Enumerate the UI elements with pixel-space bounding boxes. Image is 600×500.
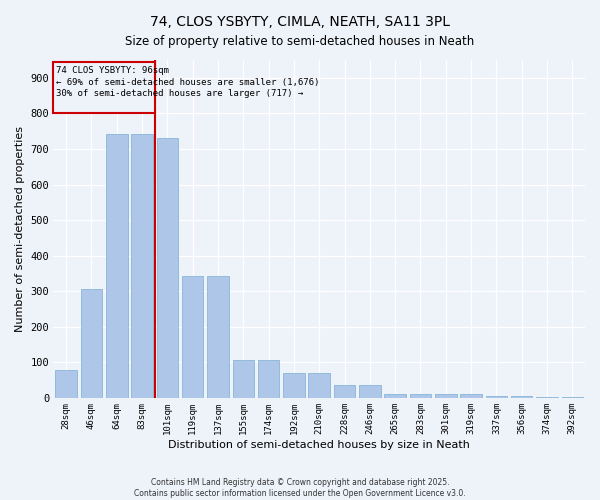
Bar <box>207 276 229 398</box>
Text: 30% of semi-detached houses are larger (717) →: 30% of semi-detached houses are larger (… <box>56 89 303 98</box>
Text: Size of property relative to semi-detached houses in Neath: Size of property relative to semi-detach… <box>125 35 475 48</box>
Bar <box>562 397 583 398</box>
Bar <box>536 397 558 398</box>
Bar <box>283 373 305 398</box>
Bar <box>435 394 457 398</box>
Text: ← 69% of semi-detached houses are smaller (1,676): ← 69% of semi-detached houses are smalle… <box>56 78 319 86</box>
Bar <box>233 360 254 398</box>
Bar <box>258 360 280 398</box>
Bar <box>359 385 380 398</box>
FancyBboxPatch shape <box>53 62 155 114</box>
Bar <box>385 394 406 398</box>
Bar <box>410 394 431 398</box>
Bar <box>308 373 330 398</box>
Bar <box>334 385 355 398</box>
Bar <box>80 289 102 398</box>
Text: 74, CLOS YSBYTY, CIMLA, NEATH, SA11 3PL: 74, CLOS YSBYTY, CIMLA, NEATH, SA11 3PL <box>150 15 450 29</box>
Bar <box>106 134 128 398</box>
Bar <box>131 134 153 398</box>
Bar <box>55 370 77 398</box>
Bar <box>157 138 178 398</box>
Y-axis label: Number of semi-detached properties: Number of semi-detached properties <box>15 126 25 332</box>
Bar <box>511 396 532 398</box>
Bar <box>182 276 203 398</box>
Bar <box>460 394 482 398</box>
Text: 74 CLOS YSBYTY: 96sqm: 74 CLOS YSBYTY: 96sqm <box>56 66 169 75</box>
X-axis label: Distribution of semi-detached houses by size in Neath: Distribution of semi-detached houses by … <box>168 440 470 450</box>
Bar <box>485 396 507 398</box>
Text: Contains HM Land Registry data © Crown copyright and database right 2025.
Contai: Contains HM Land Registry data © Crown c… <box>134 478 466 498</box>
